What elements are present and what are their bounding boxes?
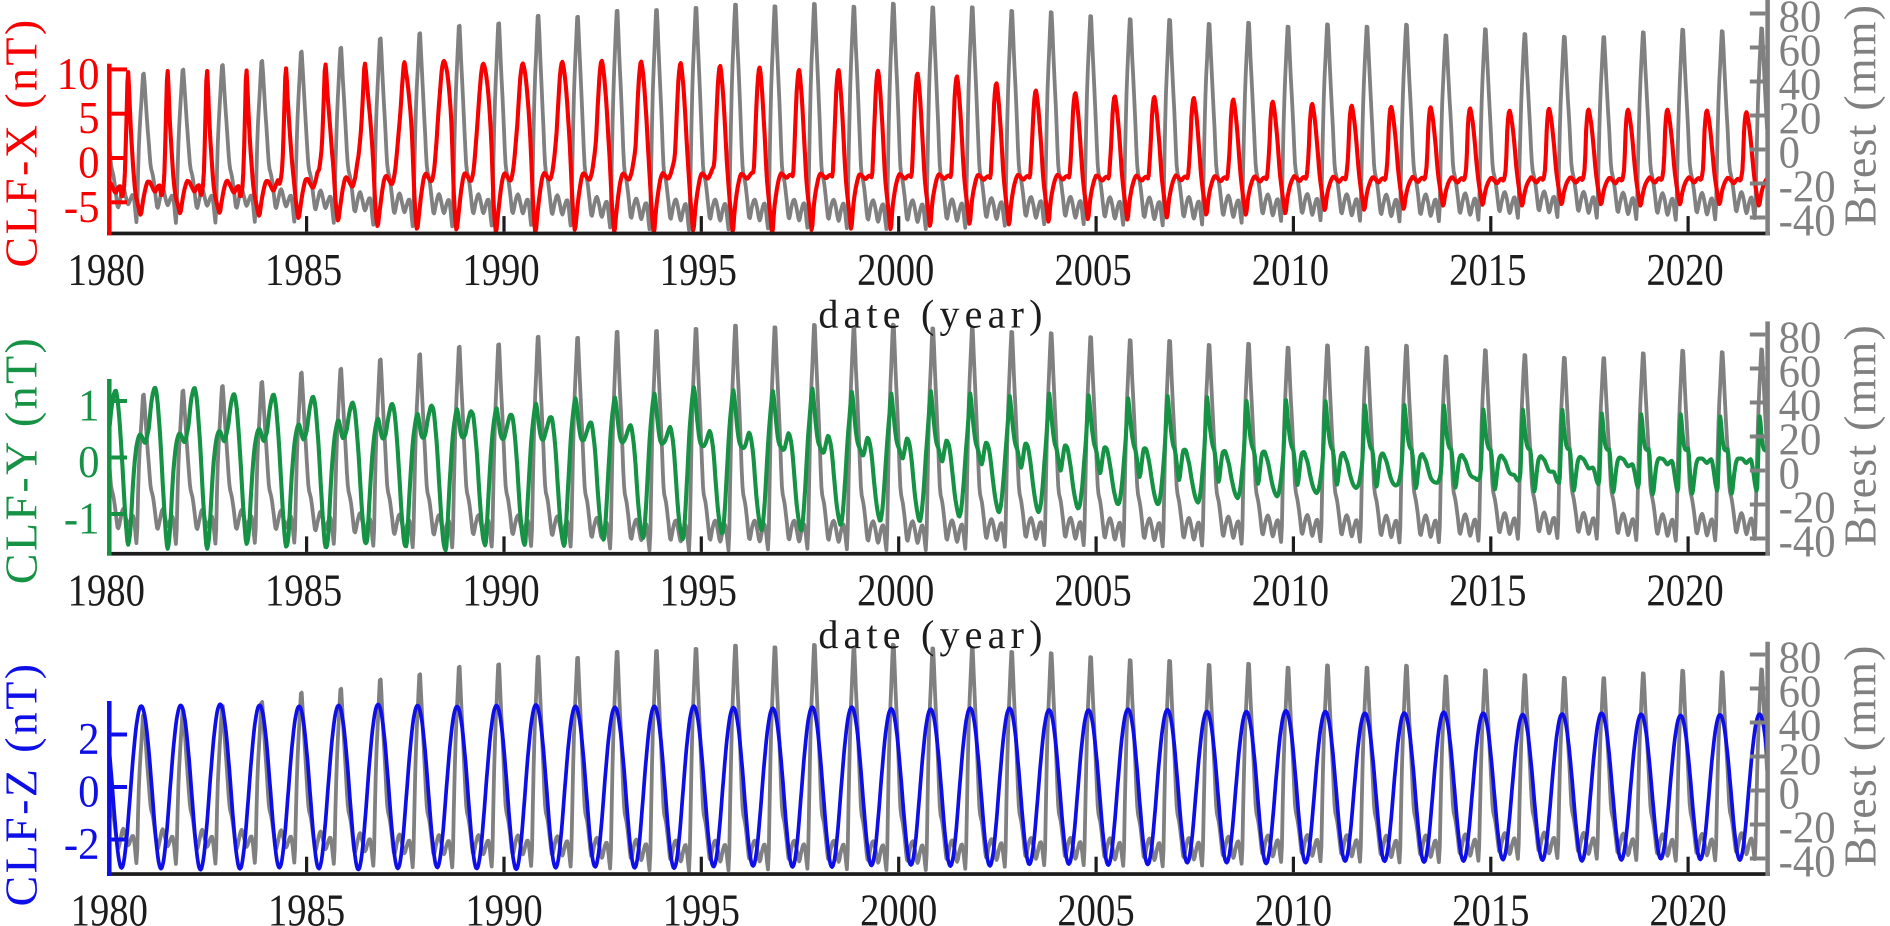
svg-text:-2: -2 [64,818,100,870]
svg-text:2020: 2020 [1646,245,1723,296]
svg-text:-20: -20 [1779,160,1836,212]
svg-text:2015: 2015 [1449,565,1526,616]
svg-text:2015: 2015 [1449,245,1526,296]
svg-text:0: 0 [78,136,99,188]
svg-text:2010: 2010 [1252,565,1329,616]
svg-text:1995: 1995 [663,886,740,926]
svg-text:80: 80 [1779,0,1822,42]
svg-text:0: 0 [1779,767,1800,819]
svg-text:2010: 2010 [1252,245,1329,296]
svg-text:1990: 1990 [462,565,539,616]
svg-text:5: 5 [78,92,99,144]
svg-text:2020: 2020 [1646,565,1723,616]
svg-text:40: 40 [1779,58,1822,110]
svg-text:0: 0 [78,765,99,817]
svg-text:-5: -5 [64,180,100,232]
svg-text:1990: 1990 [462,245,539,296]
svg-text:1995: 1995 [660,565,737,616]
svg-text:20: 20 [1779,733,1822,785]
svg-text:1985: 1985 [265,565,342,616]
svg-text:date (year): date (year) [818,612,1047,657]
svg-text:2: 2 [78,713,99,765]
svg-text:2000: 2000 [857,245,934,296]
svg-text:2005: 2005 [1057,886,1134,926]
svg-text:-40: -40 [1779,835,1836,887]
svg-text:2020: 2020 [1649,886,1726,926]
svg-text:CLF-X (nT): CLF-X (nT) [0,17,47,267]
svg-text:2005: 2005 [1054,565,1131,616]
svg-text:Brest (mm): Brest (mm) [1835,644,1886,867]
svg-text:60: 60 [1779,345,1822,397]
svg-text:1985: 1985 [265,245,342,296]
svg-text:10: 10 [57,47,100,99]
svg-text:CLF-Y (nT): CLF-Y (nT) [0,336,47,584]
svg-text:1985: 1985 [268,886,345,926]
svg-text:-1: -1 [64,492,100,544]
svg-text:-40: -40 [1779,515,1836,567]
svg-text:Brest (mm): Brest (mm) [1835,4,1886,227]
svg-text:date (year): date (year) [818,292,1047,337]
svg-text:CLF-Z (nT): CLF-Z (nT) [0,661,47,906]
svg-text:20: 20 [1779,413,1822,465]
svg-text:-40: -40 [1779,194,1836,246]
svg-text:2010: 2010 [1255,886,1332,926]
svg-text:0: 0 [1779,126,1800,178]
svg-text:60: 60 [1779,665,1822,717]
svg-text:2005: 2005 [1054,245,1131,296]
svg-text:-20: -20 [1779,481,1836,533]
svg-text:1980: 1980 [68,245,145,296]
svg-text:80: 80 [1779,631,1822,683]
svg-text:0: 0 [78,436,99,488]
svg-text:40: 40 [1779,699,1822,751]
svg-text:1990: 1990 [465,886,542,926]
svg-text:2015: 2015 [1452,886,1529,926]
svg-text:20: 20 [1779,92,1822,144]
svg-text:1: 1 [78,379,99,431]
svg-text:-20: -20 [1779,801,1836,853]
svg-text:40: 40 [1779,379,1822,431]
svg-text:60: 60 [1779,24,1822,76]
svg-text:2000: 2000 [857,565,934,616]
svg-text:2000: 2000 [860,886,937,926]
svg-text:1980: 1980 [71,886,148,926]
svg-text:0: 0 [1779,447,1800,499]
svg-text:Brest (mm): Brest (mm) [1835,324,1886,547]
svg-text:1980: 1980 [68,565,145,616]
svg-text:80: 80 [1779,311,1822,363]
svg-text:1995: 1995 [660,245,737,296]
